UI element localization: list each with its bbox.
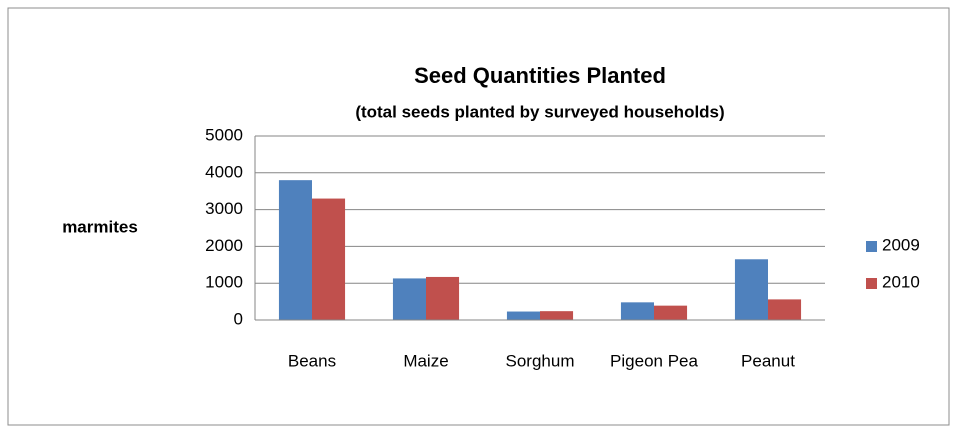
bar xyxy=(620,302,654,320)
bar xyxy=(426,276,460,320)
bar xyxy=(392,278,426,320)
bar xyxy=(506,311,540,320)
x-tick-label: Pigeon Pea xyxy=(610,351,698,370)
chart-subtitle: (total seeds planted by surveyed househo… xyxy=(355,102,724,121)
bar xyxy=(278,180,312,320)
x-tick-label: Beans xyxy=(288,351,336,370)
y-tick-label: 0 xyxy=(234,309,243,328)
bar xyxy=(540,311,574,320)
bar xyxy=(768,299,802,320)
y-tick-label: 3000 xyxy=(205,199,243,218)
bar xyxy=(312,198,346,320)
y-tick-label: 5000 xyxy=(205,125,243,144)
legend-label: 2009 xyxy=(882,235,920,254)
x-tick-label: Sorghum xyxy=(506,351,575,370)
legend-swatch xyxy=(866,278,877,289)
legend-label: 2010 xyxy=(882,272,920,291)
legend-swatch xyxy=(866,241,877,252)
y-axis-label: marmites xyxy=(62,217,138,236)
chart-title: Seed Quantities Planted xyxy=(414,63,666,88)
x-tick-label: Peanut xyxy=(741,351,795,370)
x-tick-label: Maize xyxy=(403,351,448,370)
bar xyxy=(734,259,768,320)
chart-border xyxy=(7,7,950,426)
bar xyxy=(654,305,688,320)
y-tick-label: 4000 xyxy=(205,162,243,181)
y-tick-label: 2000 xyxy=(205,236,243,255)
y-tick-label: 1000 xyxy=(205,273,243,292)
